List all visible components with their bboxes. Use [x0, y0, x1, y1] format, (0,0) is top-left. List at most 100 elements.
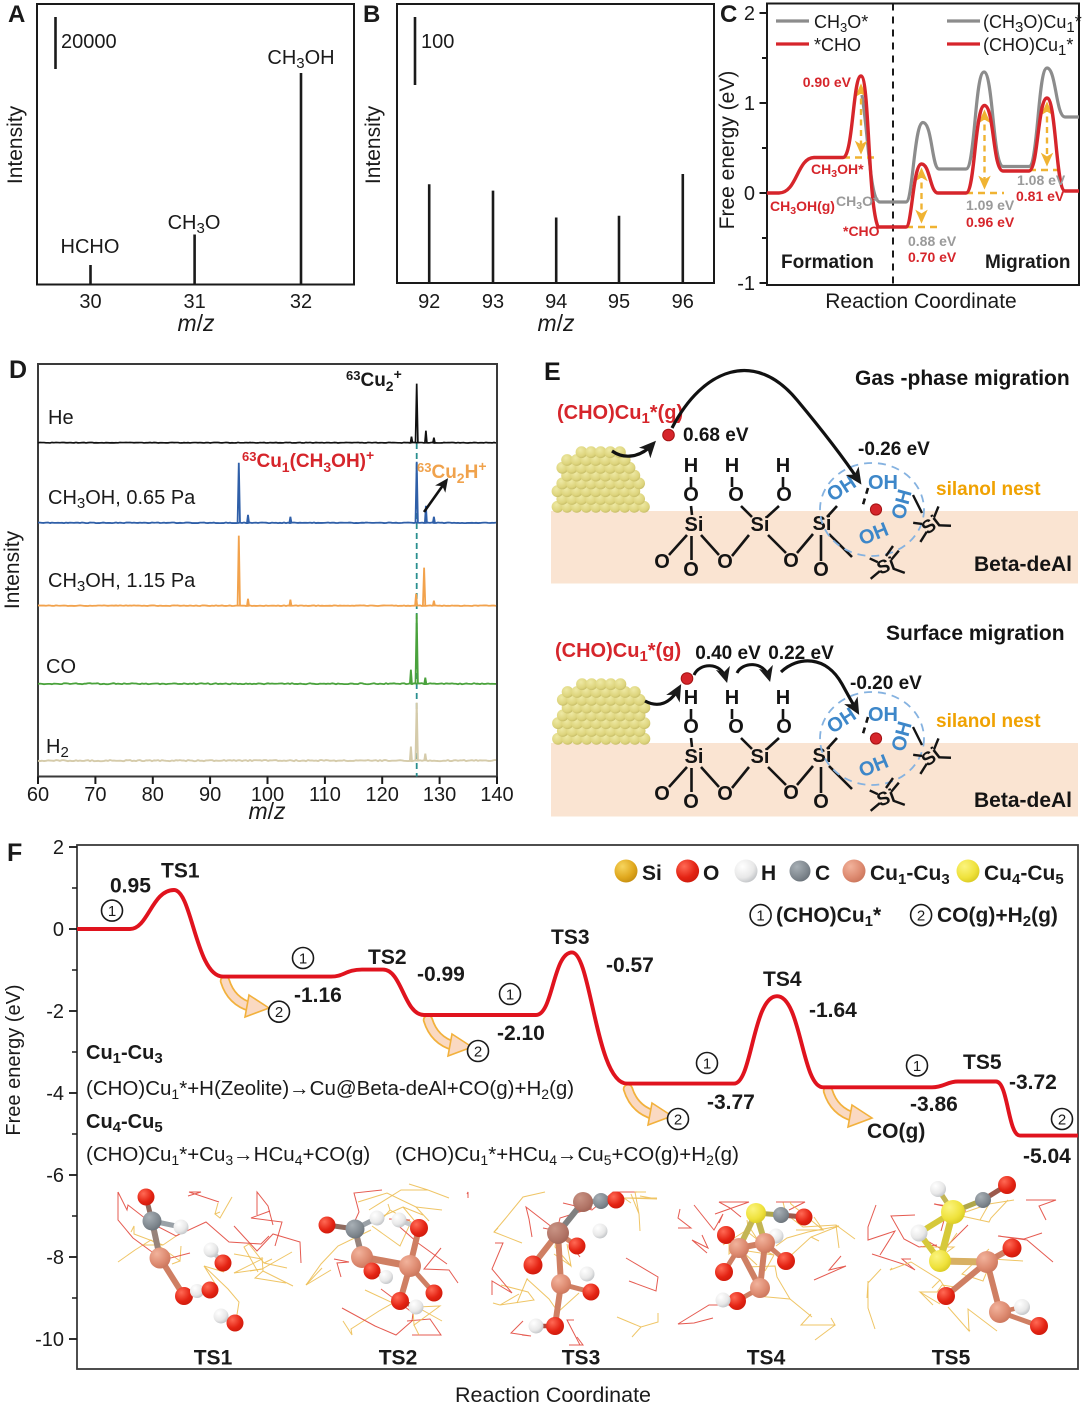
svg-text:Beta-deAl: Beta-deAl: [974, 789, 1072, 812]
svg-text:-0.99: -0.99: [417, 963, 465, 986]
svg-text:O: O: [717, 551, 733, 573]
svg-text:-0.57: -0.57: [606, 954, 654, 977]
svg-text:(CHO)Cu1*+Cu3→HCu4+CO(g): (CHO)Cu1*+Cu3→HCu4+CO(g): [86, 1143, 370, 1168]
svg-text:(CHO)Cu1*(g): (CHO)Cu1*(g): [555, 640, 681, 665]
svg-text:63Cu2H+: 63Cu2H+: [417, 458, 487, 486]
svg-text:O: O: [717, 783, 733, 805]
svg-text:130: 130: [423, 784, 456, 806]
svg-text:1: 1: [108, 903, 116, 920]
svg-text:silanol nest: silanol nest: [936, 479, 1041, 500]
svg-text:O: O: [783, 782, 799, 804]
svg-text:92: 92: [418, 291, 440, 313]
svg-text:O: O: [813, 559, 829, 581]
svg-text:Free energy (eV): Free energy (eV): [3, 984, 25, 1135]
svg-text:-5.04: -5.04: [1023, 1145, 1071, 1168]
svg-text:TS2: TS2: [379, 1347, 418, 1370]
svg-text:60: 60: [27, 784, 49, 806]
svg-text:*CHO: *CHO: [814, 35, 861, 55]
svg-text:30: 30: [79, 291, 101, 313]
svg-text:CO(g)+H2(g): CO(g)+H2(g): [937, 904, 1058, 930]
svg-text:1: 1: [913, 1058, 921, 1075]
svg-text:-10: -10: [35, 1329, 64, 1351]
svg-text:Migration: Migration: [985, 252, 1071, 273]
svg-text:31: 31: [183, 291, 205, 313]
svg-text:-0.26 eV: -0.26 eV: [858, 439, 930, 460]
svg-text:80: 80: [142, 784, 164, 806]
svg-text:Cu1-Cu3: Cu1-Cu3: [870, 862, 950, 888]
svg-text:H: H: [725, 455, 739, 477]
svg-text:TS5: TS5: [932, 1347, 971, 1370]
svg-text:m/z: m/z: [177, 310, 215, 336]
svg-text:-3.77: -3.77: [707, 1091, 755, 1114]
svg-text:2: 2: [744, 3, 755, 25]
svg-text:100: 100: [421, 31, 454, 53]
svg-text:CH3O*: CH3O*: [814, 12, 868, 35]
svg-text:O: O: [654, 783, 670, 805]
svg-text:95: 95: [608, 291, 630, 313]
svg-text:HCHO: HCHO: [61, 236, 120, 258]
svg-text:H: H: [776, 687, 790, 709]
svg-text:120: 120: [366, 784, 399, 806]
svg-text:2: 2: [474, 1044, 482, 1061]
svg-text:TS1: TS1: [194, 1347, 233, 1370]
svg-text:(CHO)Cu1*(g): (CHO)Cu1*(g): [557, 402, 683, 427]
svg-text:Gas -phase migration: Gas -phase migration: [855, 367, 1070, 390]
svg-text:D: D: [9, 356, 27, 384]
svg-text:1.08 eV: 1.08 eV: [1017, 172, 1066, 188]
svg-text:C: C: [815, 862, 830, 885]
svg-text:-1.16: -1.16: [294, 984, 342, 1007]
svg-text:-2: -2: [46, 1001, 64, 1023]
svg-text:1: 1: [703, 1056, 711, 1073]
svg-text:OH: OH: [868, 704, 898, 726]
svg-text:TS4: TS4: [747, 1347, 786, 1370]
svg-text:-4: -4: [46, 1083, 64, 1105]
svg-text:70: 70: [84, 784, 106, 806]
svg-text:Si: Si: [751, 746, 770, 768]
svg-text:110: 110: [309, 784, 341, 806]
svg-text:CH3OH, 0.65 Pa: CH3OH, 0.65 Pa: [48, 487, 196, 512]
svg-text:CH3OH(g): CH3OH(g): [770, 198, 835, 217]
svg-text:C: C: [720, 1, 737, 28]
svg-text:(CHO)Cu1*: (CHO)Cu1*: [776, 904, 882, 930]
svg-text:O: O: [683, 559, 699, 581]
svg-text:OH: OH: [868, 472, 898, 494]
svg-text:Cu4-Cu5: Cu4-Cu5: [984, 862, 1064, 888]
svg-text:m/z: m/z: [537, 310, 575, 336]
svg-text:1.09 eV: 1.09 eV: [966, 197, 1015, 213]
svg-text:(CHO)Cu1*+H(Zeolite)→Cu@Beta-d: (CHO)Cu1*+H(Zeolite)→Cu@Beta-deAl+CO(g)+…: [86, 1077, 574, 1102]
svg-text:Formation: Formation: [781, 252, 874, 273]
svg-text:*CHO: *CHO: [843, 223, 880, 239]
svg-text:-0.20 eV: -0.20 eV: [850, 673, 922, 694]
svg-text:20000: 20000: [61, 31, 117, 53]
svg-text:O: O: [776, 484, 792, 506]
svg-text:CO(g): CO(g): [867, 1120, 925, 1143]
svg-text:0.88 eV: 0.88 eV: [908, 233, 957, 249]
svg-text:-2.10: -2.10: [497, 1022, 545, 1045]
svg-text:1: 1: [756, 908, 764, 925]
svg-text:2: 2: [275, 1004, 283, 1021]
svg-text:H: H: [684, 687, 698, 709]
svg-text:TS3: TS3: [551, 926, 590, 949]
svg-text:Surface migration: Surface migration: [886, 622, 1065, 645]
svg-text:-8: -8: [46, 1247, 64, 1269]
svg-text:Reaction Coordinate: Reaction Coordinate: [825, 290, 1016, 313]
svg-text:0.90 eV: 0.90 eV: [803, 74, 852, 90]
svg-text:(CHO)Cu1*+HCu4→Cu5+CO(g)+H2(g): (CHO)Cu1*+HCu4→Cu5+CO(g)+H2(g): [395, 1143, 739, 1168]
svg-text:0: 0: [53, 919, 64, 941]
svg-text:Cu1-Cu3: Cu1-Cu3: [86, 1042, 163, 1067]
svg-text:2: 2: [53, 837, 64, 859]
svg-text:E: E: [544, 358, 561, 386]
svg-text:Si: Si: [751, 514, 770, 536]
svg-text:O: O: [654, 551, 670, 573]
svg-text:TS4: TS4: [763, 968, 802, 991]
svg-text:Intensity: Intensity: [362, 105, 385, 184]
svg-text:Beta-deAl: Beta-deAl: [974, 553, 1072, 576]
svg-text:CO: CO: [46, 656, 76, 678]
svg-text:1: 1: [299, 951, 307, 968]
svg-text:0.70 eV: 0.70 eV: [908, 249, 957, 265]
svg-text:Free energy (eV): Free energy (eV): [716, 71, 739, 230]
svg-text:F: F: [7, 839, 22, 867]
svg-text:0.40 eV: 0.40 eV: [695, 643, 761, 664]
svg-text:Intensity: Intensity: [4, 105, 27, 184]
svg-text:-3.72: -3.72: [1009, 1071, 1057, 1094]
